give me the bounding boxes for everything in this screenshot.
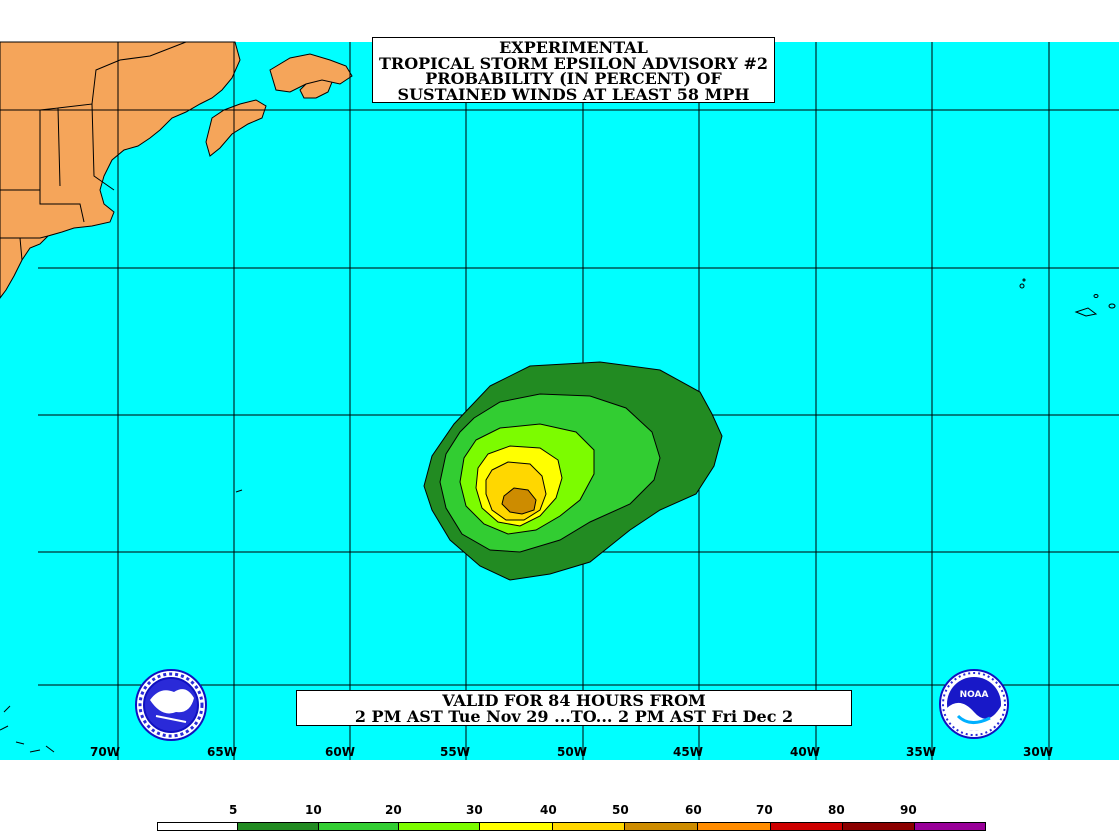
legend-swatch — [552, 823, 625, 830]
legend-value-40: 40 — [540, 803, 557, 817]
legend-value-5: 5 — [229, 803, 238, 817]
legend-swatch — [841, 823, 914, 830]
legend-value-20: 20 — [385, 803, 402, 817]
legend-value-90: 90 — [900, 803, 917, 817]
title-line-2: TROPICAL STORM EPSILON ADVISORY #2 — [379, 53, 768, 73]
legend-value-70: 70 — [756, 803, 773, 817]
lon-label-60w: 60W — [325, 745, 355, 759]
legend-swatch — [479, 823, 553, 830]
legend-value-60: 60 — [685, 803, 702, 817]
title-line-1: EXPERIMENTAL — [499, 38, 648, 57]
noaa-logo: NOAA — [939, 669, 1009, 739]
caribbean-islands — [0, 489, 243, 753]
legend-value-50: 50 — [612, 803, 629, 817]
lon-label-50w: 50W — [557, 745, 587, 759]
lon-label-70w: 70W — [90, 745, 120, 759]
title-line-3: PROBABILITY (IN PERCENT) OF — [425, 69, 722, 88]
lon-label-40w: 40W — [790, 745, 820, 759]
legend-value-10: 10 — [305, 803, 322, 817]
title-line-4: SUSTAINED WINDS AT LEAST 58 MPH — [397, 84, 750, 104]
legend-value-80: 80 — [828, 803, 845, 817]
probability-contours — [423, 361, 723, 581]
azores-islands — [1019, 278, 1116, 317]
valid-line-2: 2 PM AST Tue Nov 29 ...TO... 2 PM AST Fr… — [354, 707, 794, 726]
legend-swatch — [769, 823, 842, 830]
valid-period-box: VALID FOR 84 HOURS FROM 2 PM AST Tue Nov… — [296, 690, 852, 726]
legend-swatch — [624, 823, 698, 830]
legend-value-30: 30 — [466, 803, 483, 817]
state-borders — [0, 41, 187, 261]
legend-swatch — [697, 823, 770, 830]
legend-color-bar — [157, 822, 986, 831]
lon-label-45w: 45W — [673, 745, 703, 759]
noaa-logo-text: NOAA — [960, 690, 989, 700]
lon-label-55w: 55W — [440, 745, 470, 759]
legend-swatch — [158, 823, 238, 830]
legend-swatch — [318, 823, 399, 830]
valid-line-1: VALID FOR 84 HOURS FROM — [442, 691, 706, 710]
lon-label-65w: 65W — [207, 745, 237, 759]
nws-logo — [135, 669, 207, 741]
title-box: EXPERIMENTAL TROPICAL STORM EPSILON ADVI… — [372, 37, 775, 103]
legend-swatch — [398, 823, 480, 830]
legend-swatch — [237, 823, 319, 830]
legend-swatch — [913, 823, 985, 830]
land-northeast — [0, 41, 353, 299]
lon-label-35w: 35W — [906, 745, 936, 759]
lon-label-30w: 30W — [1023, 745, 1053, 759]
contour-50 — [501, 487, 537, 515]
